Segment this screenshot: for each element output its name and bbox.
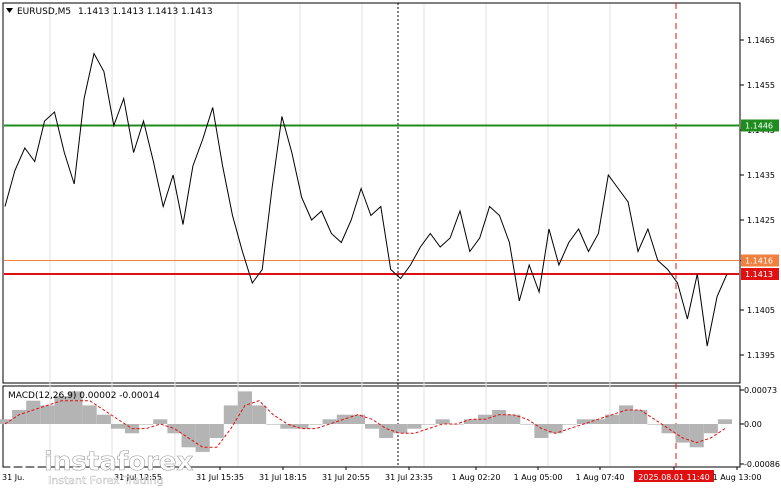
macd-bar-11 [153,419,168,424]
price-tick-label-1: 1.1455 [747,81,775,90]
macd-bar-26 [365,424,380,429]
macd-bar-7 [96,414,111,424]
watermark-tagline: Instant Forex Trading [48,474,164,487]
macd-bar-33 [463,419,478,424]
macd-bar-19 [266,424,281,425]
macd-bar-29 [407,424,422,429]
macd-bar-31 [435,419,450,424]
instaforex-logo-icon [7,445,41,479]
macd-bar-21 [294,424,309,429]
time-label-partial: 31 Jul [2,473,24,482]
macd-bar-47 [661,424,676,434]
price-level-tags: 1.1446 1.1416 1.1413 [741,119,779,280]
macd-bar-28 [393,424,408,434]
price-tick-label-0: 1.1465 [747,36,775,45]
macd-bar-20 [280,424,295,429]
macd-bar-42 [590,419,605,424]
macd-axis: 0.00073 0.00 -0.00086 [740,386,780,469]
time-label-8: 2025.08.01 11:40 [638,473,709,482]
macd-bar-0 [0,419,13,424]
time-highlight-bg [634,470,714,482]
macd-bar-40 [562,424,577,425]
price-series-line [4,52,728,347]
time-label-6: 1 Aug 05:00 [514,473,563,482]
macd-bar-43 [605,414,620,424]
ohlc-values: 1.1413 1.1413 1.1413 1.1413 [78,7,213,17]
macd-bar-1 [12,410,27,424]
time-label-1: 31 Jul 15:35 [196,473,244,482]
price-tick-label-4: 1.1425 [747,216,775,225]
macd-bar-22 [308,424,323,425]
symbol-label[interactable]: EURUSD,M5 [17,7,71,17]
time-label-2: 31 Jul 18:15 [259,473,307,482]
macd-bar-41 [576,419,591,424]
macd-bar-16 [223,405,238,424]
macd-bar-17 [237,391,252,424]
macd-bar-4 [54,396,69,424]
macd-bar-35 [492,410,507,424]
time-label-5: 1 Aug 02:20 [452,473,501,482]
level-tag-orange-level [741,254,779,267]
time-label-0: 31 Jul 12:55 [114,473,162,482]
macd-bar-46 [647,424,662,425]
macd-bar-48 [675,424,690,443]
instaforex-watermark: instaforex Instant Forex Trading [7,445,194,487]
macd-bar-36 [506,414,521,424]
macd-bar-44 [619,405,634,424]
level-tag-green-resistance [741,119,779,132]
macd-bar-25 [350,414,365,424]
macd-signal-line [4,400,726,448]
price-tick-label-6: 1.1405 [747,306,775,315]
price-tick-label-7: 1.1395 [747,351,775,360]
time-label-7: 1 Aug 07:40 [576,473,625,482]
level-tag-label-orange-level: 1.1416 [745,257,773,266]
macd-bar-24 [336,414,351,424]
macd-bar-8 [110,424,125,429]
price-levels [4,124,739,275]
macd-tick-label-1: 0.00 [744,420,762,429]
macd-bar-13 [181,424,196,448]
level-tag-label-red-support: 1.1413 [745,270,773,279]
macd-bar-37 [520,424,535,425]
macd-bar-30 [421,424,436,425]
macd-bar-14 [195,424,210,452]
macd-bar-3 [40,405,55,424]
macd-bar-5 [68,391,83,424]
macd-bar-10 [139,424,154,425]
symbol-dropdown-icon[interactable] [6,8,13,13]
macd-bar-18 [252,405,267,424]
macd-bar-2 [26,400,41,424]
macd-bar-39 [548,424,563,434]
time-axis: 31 Jul 12:55 31 Jul 15:35 31 Jul 18:15 31 J… [2,467,761,482]
macd-bar-45 [633,410,648,424]
macd-bar-27 [379,424,394,438]
macd-tick-label-0: 0.00073 [744,386,777,395]
time-label-9: 1 Aug 13:00 [713,473,762,482]
macd-bar-6 [82,405,97,424]
main-panel-frame [2,2,741,384]
macd-bar-12 [167,424,182,434]
macd-tick-label-2: -0.00086 [744,460,780,469]
macd-bar-38 [534,424,549,438]
level-tag-red-support [741,268,779,280]
macd-bar-50 [703,424,718,434]
watermark-brand: instaforex [44,447,194,477]
time-label-3: 31 Jul 20:55 [322,473,370,482]
macd-label: MACD(12,26,9) 0.00002 -0.00014 [8,391,160,401]
macd-bar-23 [322,419,337,424]
macd-bar-51 [717,419,732,424]
price-tick-label-3: 1.1435 [747,171,775,180]
time-label-4: 31 Jul 23:35 [385,473,433,482]
macd-bar-49 [689,424,704,448]
macd-bar-15 [209,424,224,438]
price-axis: 1.14651.14551.14451.14351.14251.14161.14… [740,36,775,360]
level-tag-label-green-resistance: 1.1446 [745,122,773,131]
